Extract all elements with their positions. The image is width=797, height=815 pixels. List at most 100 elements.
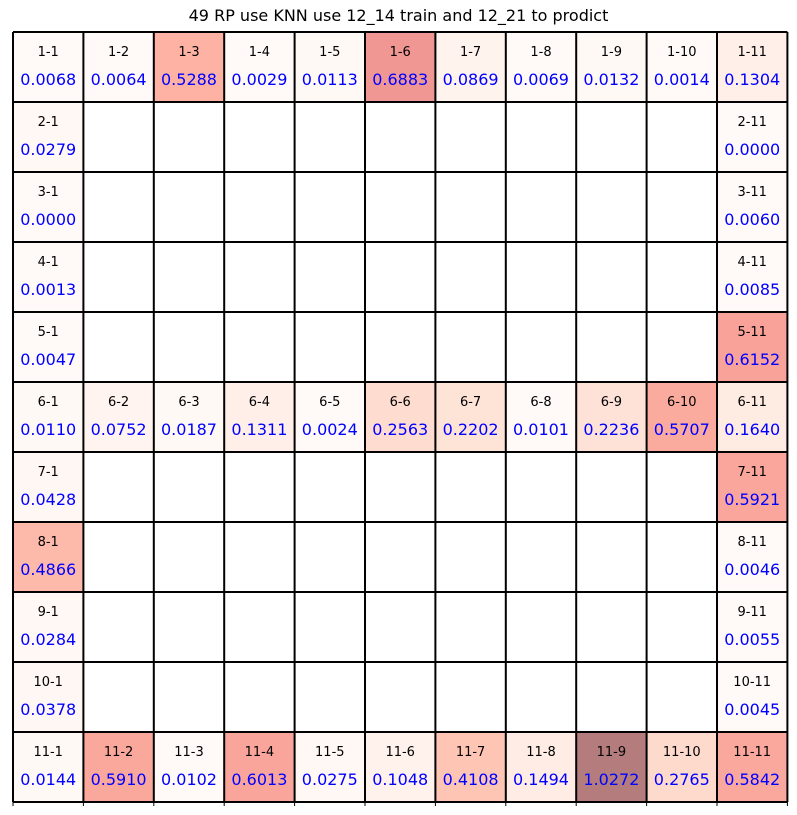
heatmap-cell-7-1: [13, 452, 84, 522]
cell-value-6-1: 0.0110: [20, 420, 76, 439]
heatmap-cell-6-7: [435, 382, 506, 452]
cell-label-9-11: 9-11: [737, 605, 767, 620]
cell-label-6-7: 6-7: [460, 395, 481, 410]
cell-value-1-6: 0.6883: [372, 70, 428, 89]
cell-value-11-3: 0.0102: [161, 770, 217, 789]
cell-value-6-6: 0.2563: [372, 420, 428, 439]
cell-value-10-1: 0.0378: [20, 700, 76, 719]
heatmap-cell-6-9: [576, 382, 647, 452]
cell-label-1-7: 1-7: [460, 45, 481, 60]
heatmap-cell-11-6: [365, 732, 436, 802]
cell-value-11-4: 0.6013: [231, 770, 287, 789]
cell-value-11-6: 0.1048: [372, 770, 428, 789]
cell-label-1-8: 1-8: [530, 45, 551, 60]
cell-value-11-8: 0.1494: [513, 770, 569, 789]
heatmap-cell-2-1: [13, 102, 84, 172]
cell-value-11-10: 0.2765: [654, 770, 710, 789]
heatmap-cell-1-6: [365, 32, 436, 102]
cell-label-11-3: 11-3: [174, 745, 204, 760]
heatmap-cell-1-7: [435, 32, 506, 102]
heatmap-cell-11-7: [435, 732, 506, 802]
heatmap-cell-9-1: [13, 592, 84, 662]
heatmap-cell-1-9: [576, 32, 647, 102]
cell-label-2-11: 2-11: [737, 115, 767, 130]
cell-label-5-1: 5-1: [38, 325, 59, 340]
cell-label-6-1: 6-1: [38, 395, 59, 410]
heatmap-cell-1-5: [294, 32, 365, 102]
cell-value-1-4: 0.0029: [231, 70, 287, 89]
cell-value-9-1: 0.0284: [20, 630, 76, 649]
cell-label-11-1: 11-1: [33, 745, 63, 760]
cell-value-3-1: 0.0000: [20, 210, 76, 229]
cell-value-5-1: 0.0047: [20, 350, 76, 369]
heatmap-cell-6-5: [294, 382, 365, 452]
cell-value-11-5: 0.0275: [302, 770, 358, 789]
heatmap-cell-8-11: [717, 522, 788, 592]
heatmap-cell-6-10: [646, 382, 717, 452]
heatmap-cell-11-9: [576, 732, 647, 802]
heatmap-cell-6-1: [13, 382, 84, 452]
heatmap-cell-1-3: [153, 32, 225, 102]
cell-value-3-11: 0.0060: [724, 210, 780, 229]
cell-value-1-10: 0.0014: [654, 70, 710, 89]
cell-value-10-11: 0.0045: [724, 700, 780, 719]
cell-value-6-9: 0.2236: [583, 420, 639, 439]
cell-label-10-11: 10-11: [733, 675, 771, 690]
cell-label-11-11: 11-11: [733, 745, 771, 760]
cell-label-1-11: 1-11: [737, 45, 767, 60]
cell-value-1-5: 0.0113: [302, 70, 358, 89]
cell-value-11-1: 0.0144: [20, 770, 76, 789]
heatmap-cell-11-10: [646, 732, 717, 802]
cell-value-11-7: 0.4108: [443, 770, 499, 789]
heatmap-cell-1-2: [83, 32, 154, 102]
heatmap-cell-4-11: [717, 242, 788, 312]
cell-value-11-11: 0.5842: [724, 770, 780, 789]
heatmap-cell-2-11: [717, 102, 788, 172]
heatmap-cell-6-6: [365, 382, 436, 452]
cell-label-1-3: 1-3: [178, 45, 199, 60]
cell-label-3-11: 3-11: [737, 185, 767, 200]
heatmap-cell-11-1: [13, 732, 84, 802]
cell-value-7-11: 0.5921: [724, 490, 780, 509]
cell-label-6-6: 6-6: [390, 395, 411, 410]
heatmap-cell-4-1: [13, 242, 84, 312]
cell-value-1-2: 0.0064: [91, 70, 147, 89]
cell-label-11-8: 11-8: [526, 745, 556, 760]
cell-value-6-5: 0.0024: [302, 420, 358, 439]
heatmap-cell-3-1: [13, 172, 84, 242]
cell-label-6-8: 6-8: [530, 395, 551, 410]
cell-label-7-11: 7-11: [737, 465, 767, 480]
heatmap-cell-11-11: [717, 732, 788, 802]
cell-label-9-1: 9-1: [38, 605, 59, 620]
cell-value-1-1: 0.0068: [20, 70, 76, 89]
cell-value-6-11: 0.1640: [724, 420, 780, 439]
cell-label-6-10: 6-10: [667, 395, 697, 410]
heatmap-cell-11-2: [83, 732, 154, 802]
cell-label-8-11: 8-11: [737, 535, 767, 550]
cell-label-1-4: 1-4: [249, 45, 270, 60]
cell-value-6-2: 0.0752: [91, 420, 147, 439]
cell-value-1-9: 0.0132: [583, 70, 639, 89]
cell-value-4-1: 0.0013: [20, 280, 76, 299]
cell-label-1-2: 1-2: [108, 45, 129, 60]
heatmap-cell-6-4: [224, 382, 295, 452]
cell-label-4-1: 4-1: [38, 255, 59, 270]
heatmap-cell-11-5: [294, 732, 365, 802]
heatmap-cell-11-3: [153, 732, 225, 802]
cell-label-11-4: 11-4: [245, 745, 275, 760]
heatmap-cell-7-11: [717, 452, 788, 522]
cell-label-1-5: 1-5: [319, 45, 340, 60]
heatmap-cell-10-1: [13, 662, 84, 732]
cell-label-1-9: 1-9: [601, 45, 622, 60]
heatmap-cell-1-8: [505, 32, 577, 102]
cell-value-7-1: 0.0428: [20, 490, 76, 509]
heatmap-cell-1-1: [13, 32, 84, 102]
heatmap-cell-6-3: [153, 382, 225, 452]
heatmap-cell-3-11: [717, 172, 788, 242]
cell-value-1-7: 0.0869: [443, 70, 499, 89]
cell-label-11-7: 11-7: [456, 745, 486, 760]
cell-value-11-2: 0.5910: [91, 770, 147, 789]
cell-value-8-1: 0.4866: [20, 560, 76, 579]
cell-label-2-1: 2-1: [38, 115, 59, 130]
